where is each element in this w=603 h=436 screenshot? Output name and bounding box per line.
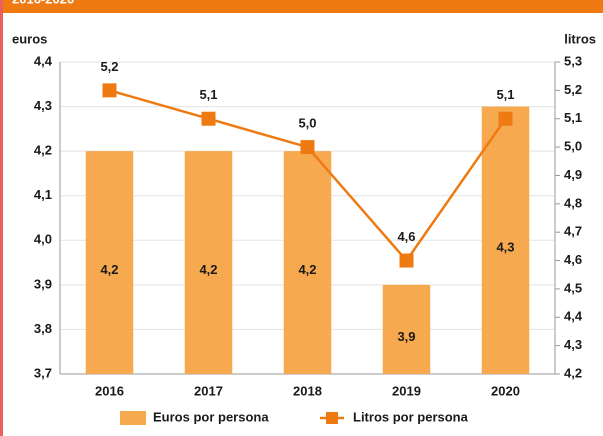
y2-tick-label: 4,9 xyxy=(564,167,582,182)
x-tick-label: 2020 xyxy=(491,383,520,398)
x-tick-label: 2016 xyxy=(95,383,124,398)
bar xyxy=(283,151,332,374)
bar xyxy=(382,284,431,374)
line-marker xyxy=(498,111,513,126)
y-tick-label: 3,7 xyxy=(34,365,52,380)
banner xyxy=(0,0,603,13)
bar-value-label: 4,2 xyxy=(199,262,217,277)
y2-tick-label: 5,2 xyxy=(564,82,582,97)
legend-marker xyxy=(326,412,338,424)
bar-value-label: 3,9 xyxy=(397,329,415,344)
y-tick-label: 4,4 xyxy=(34,53,53,68)
x-tick-label: 2019 xyxy=(392,383,421,398)
y-tick-label: 4,1 xyxy=(34,187,52,202)
legend-label: Litros por persona xyxy=(353,409,469,424)
y2-tick-label: 4,4 xyxy=(564,309,583,324)
line-value-label: 5,1 xyxy=(496,87,514,102)
y-tick-label: 3,8 xyxy=(34,321,52,336)
bar-value-label: 4,2 xyxy=(100,262,118,277)
line-value-label: 4,6 xyxy=(397,229,415,244)
y2-tick-label: 4,5 xyxy=(564,280,582,295)
legend-label: Euros por persona xyxy=(153,409,269,424)
line-value-label: 5,0 xyxy=(298,116,316,131)
line-marker xyxy=(102,83,117,98)
y2-tick-label: 5,3 xyxy=(564,53,582,68)
line-marker xyxy=(399,253,414,268)
bar xyxy=(184,151,233,374)
line-marker xyxy=(201,111,216,126)
line-value-label: 5,1 xyxy=(199,87,217,102)
x-tick-label: 2017 xyxy=(194,383,223,398)
bar xyxy=(481,106,530,375)
y-tick-label: 4,3 xyxy=(34,98,52,113)
bar-value-label: 4,3 xyxy=(496,240,514,255)
y2-tick-label: 4,6 xyxy=(564,252,582,267)
y2-tick-label: 4,8 xyxy=(564,195,582,210)
legend-swatch xyxy=(120,411,146,425)
y2-tick-label: 4,2 xyxy=(564,365,582,380)
x-tick-label: 2018 xyxy=(293,383,322,398)
y2-tick-label: 4,7 xyxy=(564,224,582,239)
y2-tick-label: 5,0 xyxy=(564,139,582,154)
y-tick-label: 4,2 xyxy=(34,143,52,158)
y2-tick-label: 4,3 xyxy=(564,337,582,352)
y-tick-label: 3,9 xyxy=(34,276,52,291)
bar-value-label: 4,2 xyxy=(298,262,316,277)
chart-title: 2016-2020 xyxy=(12,0,74,6)
line-value-label: 5,2 xyxy=(100,59,118,74)
y-axis-label: euros xyxy=(12,31,47,46)
y-tick-label: 4,0 xyxy=(34,232,52,247)
line-marker xyxy=(300,140,315,155)
bar xyxy=(85,151,134,374)
left-border xyxy=(0,0,3,436)
y2-tick-label: 5,1 xyxy=(564,110,582,125)
y2-axis-label: litros xyxy=(564,31,596,46)
